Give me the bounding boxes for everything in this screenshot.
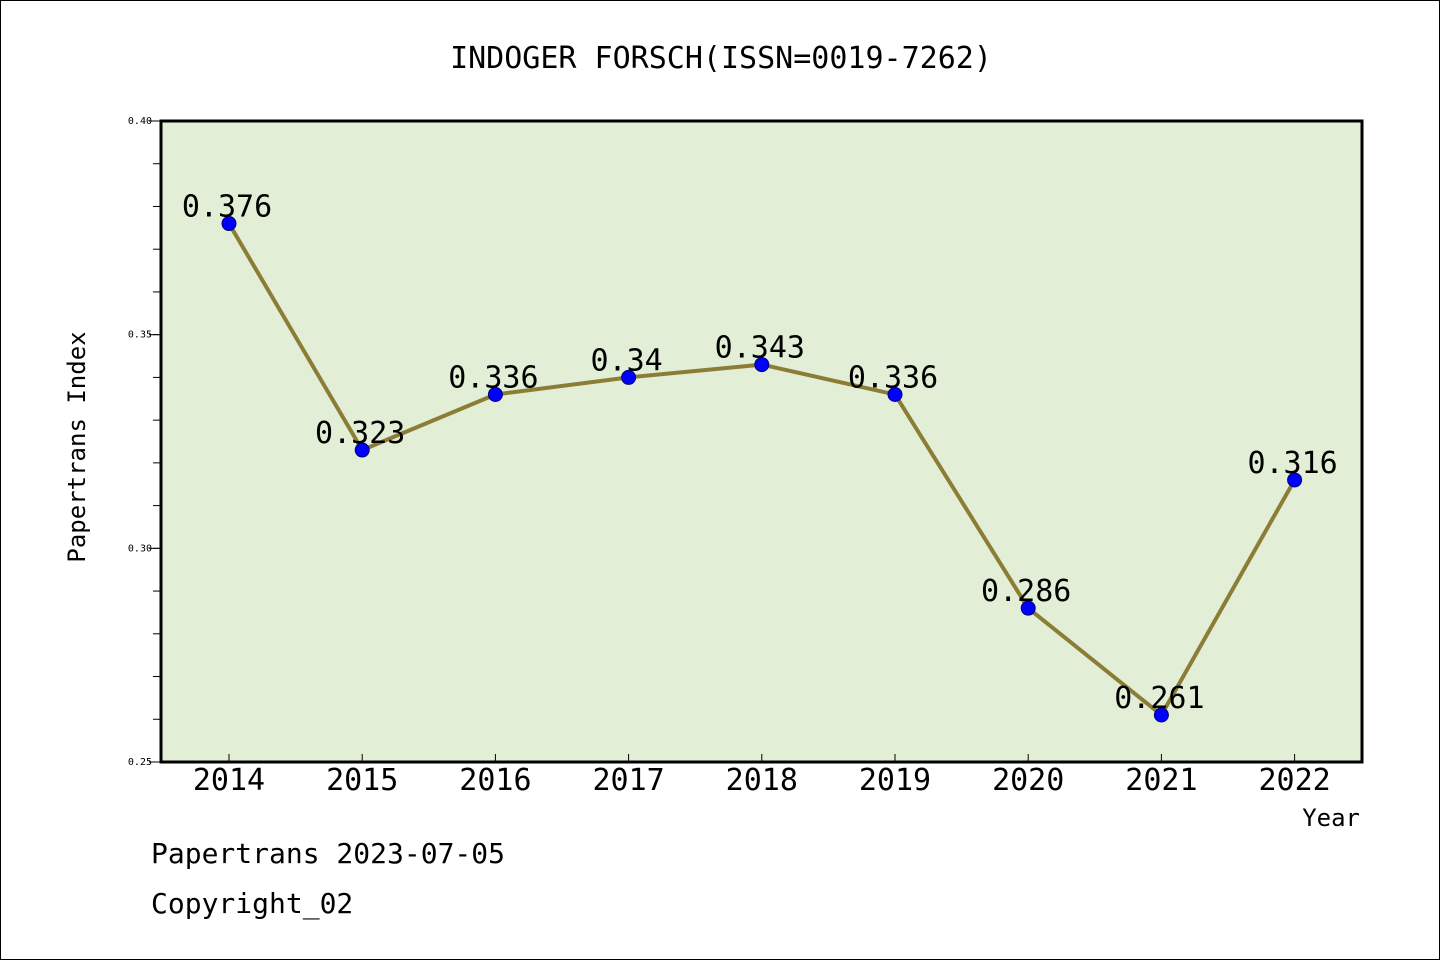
data-label: 0.323 [315,416,405,451]
data-label: 0.316 [1247,446,1337,481]
x-tick-label: 2016 [459,763,531,798]
data-point [1020,600,1036,616]
y-tick-label: 0.40 [128,116,152,127]
data-point [221,216,237,232]
x-tick-label: 2014 [193,763,265,798]
data-labels: 0.376 0.323 0.336 0.34 0.343 0.336 0.286 0.261 0… [182,190,1338,716]
x-axis-label: Year [1302,804,1360,832]
x-tick-label: 2020 [992,763,1064,798]
data-point [487,386,503,402]
data-label: 0.261 [1114,681,1204,716]
data-point [754,357,770,373]
data-point [1153,707,1169,723]
x-tick-label: 2021 [1125,763,1197,798]
y-axis-label: Papertrans Index [63,331,91,562]
x-tick-label: 2018 [726,763,798,798]
y-tick-label: 0.25 [128,757,152,768]
footer-date: Papertrans 2023-07-05 [151,837,506,870]
x-axis-ticks: 2014 2015 2016 2017 2018 2019 2020 2021 2022 [193,754,1331,798]
footer-copyright: Copyright_02 [151,887,354,920]
data-label: 0.376 [182,190,272,225]
x-tick-label: 2022 [1258,763,1330,798]
x-tick-label: 2019 [859,763,931,798]
chart-title: INDOGER FORSCH(ISSN=0019-7262) [450,41,992,76]
data-label: 0.34 [590,343,662,378]
data-point [1287,472,1303,488]
plot-area [159,119,1364,764]
series-papertrans-index [221,216,1303,723]
x-tick-label: 2017 [592,763,664,798]
data-label: 0.286 [981,574,1071,609]
data-label: 0.336 [848,360,938,395]
y-tick-label: 0.30 [128,543,152,554]
data-label: 0.336 [448,360,538,395]
data-label: 0.343 [715,331,805,366]
y-tick-label: 0.35 [128,330,152,341]
data-point [887,386,903,402]
y-axis-ticks: 0.25 0.30 0.35 0.40 [128,116,161,768]
data-point [621,369,637,385]
data-point [354,442,370,458]
x-tick-label: 2015 [326,763,398,798]
